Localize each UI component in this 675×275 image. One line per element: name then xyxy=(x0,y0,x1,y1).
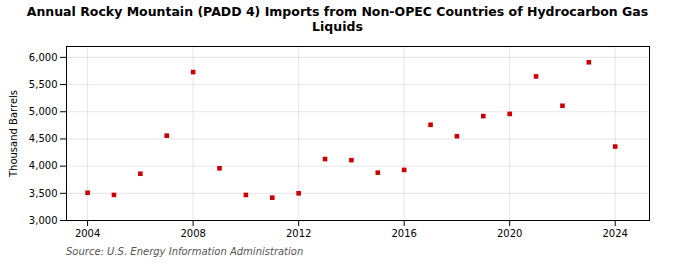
svg-text:2004: 2004 xyxy=(75,228,100,239)
svg-text:6,000: 6,000 xyxy=(29,52,58,63)
html-text:Annual Rocky Mountain (PADD 4): Annual Rocky Mountain (PADD 4) Imports f… xyxy=(26,4,649,34)
svg-text:5,500: 5,500 xyxy=(29,79,58,90)
svg-text:2024: 2024 xyxy=(602,228,627,239)
svg-text:3,500: 3,500 xyxy=(29,188,58,199)
svg-text:4,500: 4,500 xyxy=(29,133,58,144)
svg-text:2012: 2012 xyxy=(286,228,311,239)
svg-text:2016: 2016 xyxy=(391,228,416,239)
svg-text:5,000: 5,000 xyxy=(29,106,58,117)
svg-text:4,000: 4,000 xyxy=(29,160,58,171)
html-text:Source: U.S. Energy Informatio: Source: U.S. Energy Information Administ… xyxy=(66,246,304,257)
svg-text:2020: 2020 xyxy=(497,228,522,239)
svg-text:3,000: 3,000 xyxy=(29,215,58,226)
svg-text:Thousand Barrels: Thousand Barrels xyxy=(8,90,19,178)
svg-text:2008: 2008 xyxy=(180,228,205,239)
